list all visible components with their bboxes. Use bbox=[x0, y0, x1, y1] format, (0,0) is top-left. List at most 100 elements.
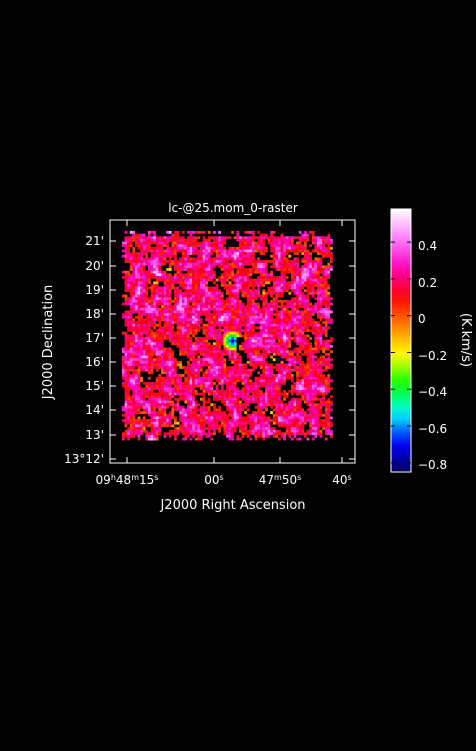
raster-pixel bbox=[197, 289, 201, 293]
raster-pixel bbox=[158, 421, 162, 425]
raster-pixel bbox=[218, 392, 221, 396]
raster-pixel bbox=[236, 262, 240, 266]
raster-pixel bbox=[174, 403, 177, 407]
raster-pixel bbox=[244, 273, 247, 277]
raster-pixel bbox=[197, 249, 201, 253]
raster-pixel bbox=[306, 329, 310, 332]
raster-pixel bbox=[262, 268, 266, 271]
raster-pixel bbox=[218, 416, 221, 420]
raster-pixel bbox=[210, 268, 214, 271]
raster-pixel bbox=[296, 273, 299, 277]
raster-pixel bbox=[200, 231, 203, 234]
raster-pixel bbox=[257, 294, 260, 298]
raster-pixel bbox=[257, 392, 260, 396]
raster-pixel bbox=[306, 302, 310, 306]
raster-pixel bbox=[207, 329, 211, 332]
raster-pixel bbox=[205, 350, 208, 354]
raster-pixel bbox=[231, 307, 234, 311]
raster-pixel bbox=[304, 257, 307, 261]
raster-pixel bbox=[129, 329, 133, 332]
raster-pixel bbox=[142, 260, 146, 263]
raster-pixel bbox=[254, 297, 258, 301]
raster-pixel bbox=[153, 318, 156, 322]
raster-pixel bbox=[293, 331, 297, 335]
raster-pixel bbox=[140, 305, 143, 308]
raster-pixel bbox=[171, 411, 175, 414]
raster-pixel bbox=[324, 313, 328, 316]
raster-pixel bbox=[270, 241, 273, 245]
raster-pixel bbox=[280, 400, 284, 404]
raster-pixel bbox=[150, 291, 154, 295]
raster-pixel bbox=[158, 347, 162, 351]
raster-pixel bbox=[132, 249, 136, 253]
raster-pixel bbox=[181, 350, 185, 354]
raster-pixel bbox=[150, 249, 154, 253]
raster-pixel bbox=[132, 291, 136, 295]
raster-pixel bbox=[166, 350, 169, 354]
raster-pixel bbox=[200, 419, 203, 422]
raster-pixel bbox=[311, 382, 315, 385]
raster-pixel bbox=[314, 368, 318, 372]
raster-pixel bbox=[200, 397, 203, 401]
raster-pixel bbox=[280, 392, 284, 396]
raster-pixel bbox=[148, 231, 151, 234]
raster-pixel bbox=[272, 249, 276, 253]
raster-pixel bbox=[161, 260, 164, 263]
raster-pixel bbox=[259, 318, 263, 322]
raster-pixel bbox=[231, 419, 234, 422]
raster-pixel bbox=[150, 405, 154, 409]
raster-pixel bbox=[137, 421, 141, 425]
raster-pixel bbox=[330, 318, 333, 322]
raster-pixel bbox=[322, 382, 325, 385]
raster-pixel bbox=[254, 305, 258, 308]
raster-pixel bbox=[135, 265, 138, 269]
raster-pixel bbox=[246, 307, 250, 311]
raster-pixel bbox=[322, 281, 325, 285]
raster-pixel bbox=[280, 326, 284, 330]
raster-pixel bbox=[158, 424, 162, 428]
raster-pixel bbox=[275, 246, 279, 250]
raster-pixel bbox=[254, 413, 258, 417]
raster-pixel bbox=[265, 416, 268, 420]
raster-pixel bbox=[202, 260, 206, 263]
raster-pixel bbox=[262, 294, 266, 298]
raster-pixel bbox=[174, 366, 177, 369]
raster-pixel bbox=[293, 337, 297, 340]
raster-pixel bbox=[132, 390, 136, 393]
raster-pixel bbox=[210, 273, 214, 277]
raster-pixel bbox=[179, 291, 182, 295]
raster-pixel bbox=[241, 366, 245, 369]
raster-pixel bbox=[163, 252, 167, 255]
raster-pixel bbox=[166, 329, 169, 332]
raster-pixel bbox=[304, 363, 307, 367]
raster-pixel bbox=[166, 376, 169, 380]
raster-pixel bbox=[244, 411, 247, 414]
raster-pixel bbox=[296, 371, 299, 375]
raster-pixel bbox=[231, 416, 234, 420]
raster-pixel bbox=[189, 374, 193, 377]
raster-pixel bbox=[291, 337, 294, 340]
raster-pixel bbox=[228, 329, 232, 332]
raster-pixel bbox=[278, 411, 281, 414]
raster-pixel bbox=[213, 238, 216, 242]
raster-pixel bbox=[327, 236, 331, 240]
raster-pixel bbox=[319, 400, 323, 404]
raster-pixel bbox=[187, 241, 190, 245]
raster-pixel bbox=[135, 307, 138, 311]
raster-pixel bbox=[129, 408, 133, 412]
raster-pixel bbox=[129, 374, 133, 377]
raster-pixel bbox=[168, 421, 172, 425]
raster-pixel bbox=[137, 310, 141, 314]
raster-pixel bbox=[197, 270, 201, 274]
raster-pixel bbox=[252, 246, 255, 250]
raster-pixel bbox=[184, 244, 188, 248]
raster-pixel bbox=[153, 305, 156, 308]
raster-pixel bbox=[200, 368, 203, 372]
raster-pixel bbox=[148, 281, 151, 285]
raster-pixel bbox=[179, 246, 182, 250]
raster-pixel bbox=[207, 360, 211, 364]
raster-pixel bbox=[181, 344, 185, 348]
raster-pixel bbox=[324, 315, 328, 319]
raster-pixel bbox=[296, 236, 299, 240]
raster-pixel bbox=[200, 392, 203, 396]
